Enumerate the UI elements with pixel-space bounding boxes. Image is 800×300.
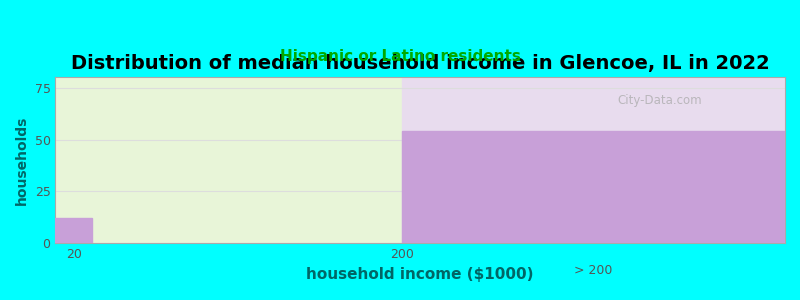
- Text: > 200: > 200: [574, 264, 613, 277]
- Bar: [402, 77, 785, 243]
- Bar: [55, 218, 92, 243]
- Y-axis label: households: households: [15, 116, 29, 205]
- Text: Hispanic or Latino residents: Hispanic or Latino residents: [279, 50, 521, 64]
- Bar: [55, 77, 402, 243]
- Bar: [402, 131, 785, 243]
- X-axis label: household income ($1000): household income ($1000): [306, 266, 534, 281]
- Title: Distribution of median household income in Glencoe, IL in 2022: Distribution of median household income …: [71, 54, 770, 73]
- Text: City-Data.com: City-Data.com: [617, 94, 702, 107]
